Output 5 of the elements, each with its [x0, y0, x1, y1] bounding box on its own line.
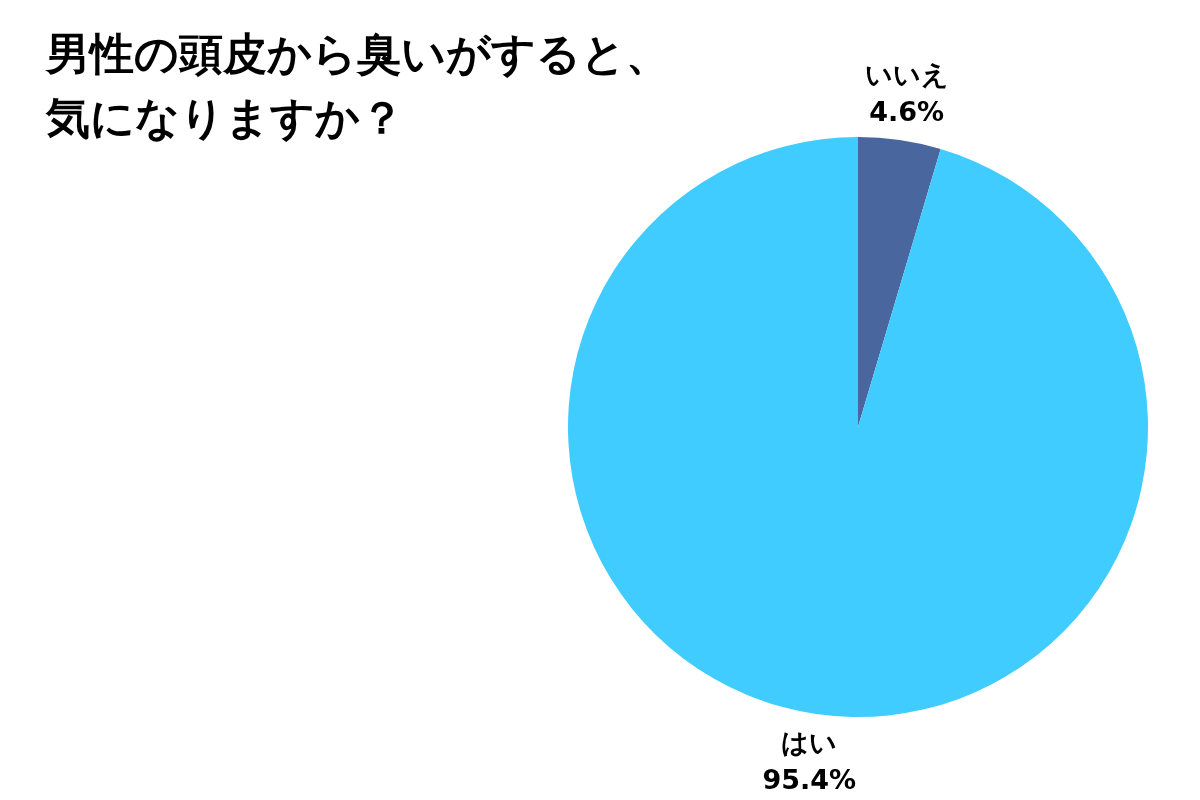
slice-label: いいえ: [864, 58, 949, 90]
data-label: 4.6%: [869, 95, 945, 127]
data-label: 95.4%: [762, 764, 857, 796]
chart-title: 男性の頭皮から臭いがすると、気になりますか？: [46, 27, 671, 145]
slice-label: はい: [781, 727, 838, 759]
